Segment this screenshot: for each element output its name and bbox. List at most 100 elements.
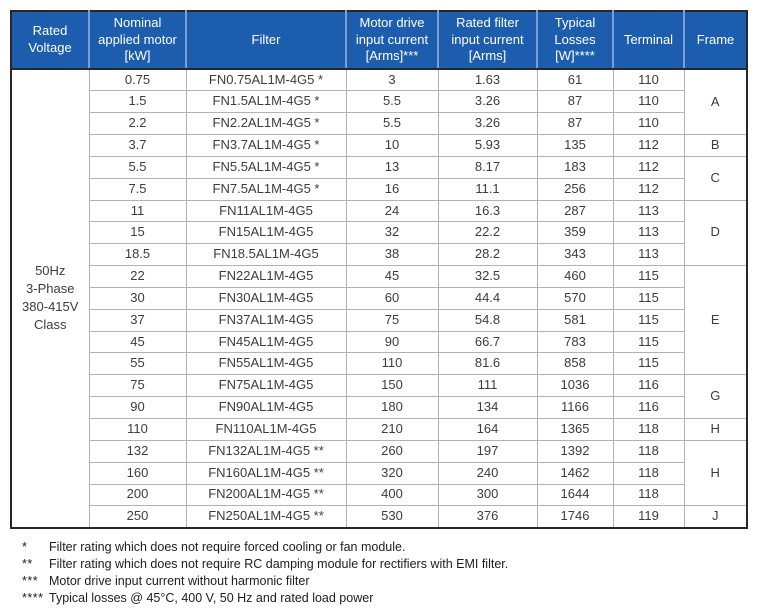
table-row: 250 FN250AL1M-4G5 ** 530 376 1746 119 J	[11, 505, 748, 529]
footnote-text: Motor drive input current without harmon…	[49, 573, 310, 588]
losses-cell: 570	[536, 286, 614, 310]
filter-cell: FN90AL1M-4G5	[185, 396, 347, 419]
filter-input-current-cell: 164	[437, 418, 538, 441]
terminal-cell: 118	[612, 439, 685, 463]
filter-input-current-cell: 81.6	[437, 352, 538, 376]
motor-drive-current-cell: 24	[345, 199, 439, 223]
terminal-cell: 110	[612, 112, 685, 136]
losses-cell: 256	[536, 177, 614, 201]
rated-voltage-line: 3-Phase	[26, 281, 75, 297]
filter-cell: FN37AL1M-4G5	[185, 308, 347, 332]
terminal-cell: 112	[612, 177, 685, 201]
footnote-text: Filter rating which does not require for…	[49, 539, 406, 554]
table-row: 7.5 FN7.5AL1M-4G5 * 16 11.1 256 112	[11, 177, 747, 201]
filter-cell: FN18.5AL1M-4G5	[185, 243, 347, 267]
filter-input-current-cell: 11.1	[437, 177, 538, 201]
table-row: 110 FN110AL1M-4G5 210 164 1365 118 H	[11, 418, 748, 441]
table-row: 5.5 FN5.5AL1M-4G5 * 13 8.17 183 112 C	[11, 155, 748, 201]
table-row: 15 FN15AL1M-4G5 32 22.2 359 113	[11, 221, 747, 245]
motor-drive-current-cell: 150	[345, 374, 439, 398]
filter-input-current-cell: 28.2	[437, 243, 538, 267]
filter-input-current-cell: 134	[437, 396, 538, 419]
filter-cell: FN132AL1M-4G5 **	[185, 439, 347, 463]
losses-cell: 1392	[536, 439, 614, 463]
motor-drive-current-cell: 45	[345, 265, 439, 288]
footnote-marker: *	[22, 539, 28, 554]
motor-drive-current-cell: 5.5	[345, 112, 439, 136]
motor-drive-current-cell: 320	[345, 461, 439, 485]
motor-drive-current-cell: 180	[345, 396, 439, 419]
filter-cell: FN2.2AL1M-4G5 *	[185, 112, 347, 136]
footnote-text: Filter rating which does not require RC …	[49, 556, 509, 571]
losses-cell: 1036	[536, 374, 614, 398]
terminal-cell: 113	[612, 199, 685, 223]
motor-drive-current-cell: 13	[345, 155, 439, 179]
column-header-nominal-motor: Nominal applied motor [kW]	[89, 11, 187, 70]
motor-drive-current-cell: 16	[345, 177, 439, 201]
table-row: 3.7 FN3.7AL1M-4G5 * 10 5.93 135 112 B	[11, 134, 748, 157]
losses-cell: 87	[536, 90, 614, 114]
filter-input-current-cell: 376	[437, 505, 538, 529]
column-header-rated-voltage: Rated Voltage	[11, 11, 90, 70]
table-row: 1.5 FN1.5AL1M-4G5 * 5.5 3.26 87 110	[11, 90, 747, 114]
kw-cell: 110	[88, 418, 187, 441]
rated-voltage-cell: 50Hz 3-Phase 380-415V Class	[10, 68, 90, 529]
kw-cell: 200	[88, 483, 187, 507]
frame-cell: H	[683, 418, 748, 441]
terminal-cell: 112	[612, 134, 685, 157]
frame-cell: H	[683, 439, 748, 507]
terminal-cell: 116	[612, 396, 685, 419]
filter-input-current-cell: 240	[437, 461, 538, 485]
kw-cell: 15	[88, 221, 187, 245]
motor-drive-current-cell: 3	[345, 68, 439, 92]
filter-cell: FN1.5AL1M-4G5 *	[185, 90, 347, 114]
filter-cell: FN7.5AL1M-4G5 *	[185, 177, 347, 201]
filter-input-current-cell: 3.26	[437, 112, 538, 136]
frame-cell: C	[683, 155, 748, 201]
column-header-frame: Frame	[684, 11, 748, 70]
terminal-cell: 113	[612, 221, 685, 245]
rated-voltage-line: 380-415V	[22, 299, 79, 315]
filter-input-current-cell: 8.17	[437, 155, 538, 179]
footnotes: * Filter rating which does not require fo…	[10, 539, 758, 607]
kw-cell: 250	[88, 505, 187, 529]
losses-cell: 1746	[536, 505, 614, 529]
filter-input-current-cell: 54.8	[437, 308, 538, 332]
filter-cell: FN110AL1M-4G5	[185, 418, 347, 441]
terminal-cell: 110	[612, 68, 685, 92]
filter-input-current-cell: 3.26	[437, 90, 538, 114]
terminal-cell: 113	[612, 243, 685, 267]
table-row: 90 FN90AL1M-4G5 180 134 1166 116	[11, 396, 747, 419]
column-header-typical-losses: Typical Losses [W]****	[537, 11, 614, 70]
filter-input-current-cell: 66.7	[437, 330, 538, 354]
kw-cell: 75	[88, 374, 187, 398]
motor-drive-current-cell: 400	[345, 483, 439, 507]
losses-cell: 87	[536, 112, 614, 136]
table-header: Rated Voltage Nominal applied motor [kW] F…	[11, 11, 748, 70]
terminal-cell: 115	[612, 352, 685, 376]
filter-cell: FN5.5AL1M-4G5 *	[185, 155, 347, 179]
table-row: 22 FN22AL1M-4G5 45 32.5 460 115 E	[11, 265, 748, 376]
motor-drive-current-cell: 530	[345, 505, 439, 529]
losses-cell: 287	[536, 199, 614, 223]
footnote-line: ** Filter rating which does not require R…	[22, 556, 758, 573]
footnote-text: Typical losses @ 45°C, 400 V, 50 Hz and …	[49, 590, 374, 605]
losses-cell: 783	[536, 330, 614, 354]
filter-cell: FN250AL1M-4G5 **	[185, 505, 347, 529]
rated-voltage-line: Class	[33, 317, 67, 333]
frame-cell: D	[683, 199, 748, 267]
kw-cell: 0.75	[88, 68, 187, 92]
kw-cell: 55	[88, 352, 187, 376]
kw-cell: 22	[88, 265, 187, 288]
kw-cell: 1.5	[88, 90, 187, 114]
terminal-cell: 115	[612, 265, 685, 288]
motor-drive-current-cell: 60	[345, 286, 439, 310]
filter-cell: FN22AL1M-4G5	[185, 265, 347, 288]
footnote-line: **** Typical losses @ 45°C, 400 V, 50 Hz …	[22, 590, 758, 607]
filter-cell: FN0.75AL1M-4G5 *	[185, 68, 347, 92]
column-header-terminal: Terminal	[613, 11, 685, 70]
filter-input-current-cell: 5.93	[437, 134, 538, 157]
terminal-cell: 112	[612, 155, 685, 179]
losses-cell: 359	[536, 221, 614, 245]
kw-cell: 3.7	[88, 134, 187, 157]
